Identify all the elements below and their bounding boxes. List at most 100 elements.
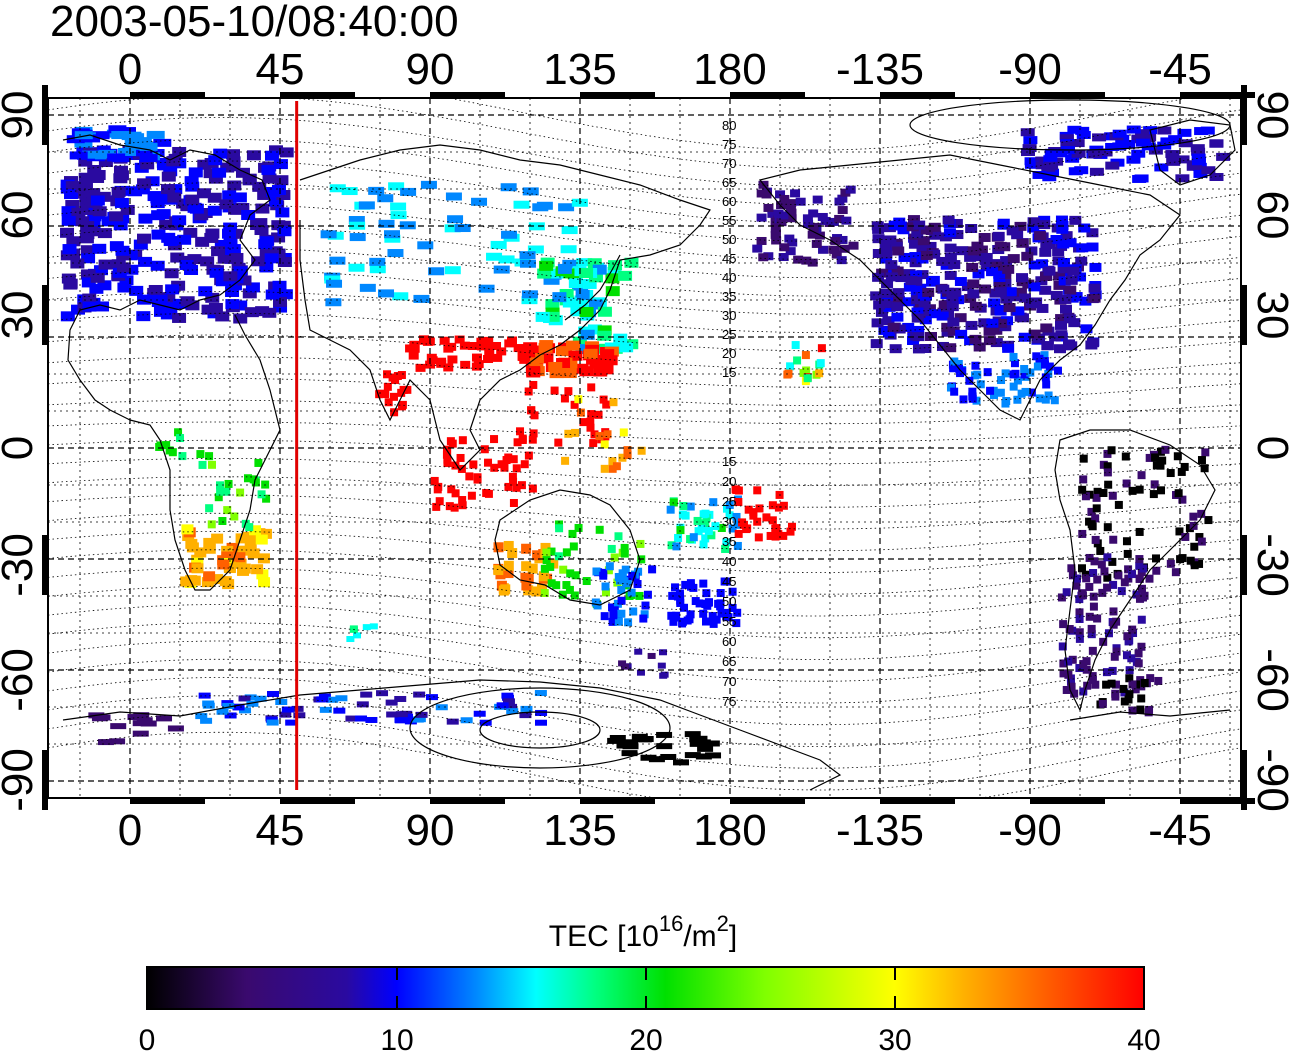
tec-cell [1010, 359, 1019, 368]
tec-cell [471, 197, 488, 206]
bottom-lon-tick: -45 [1148, 806, 1212, 855]
tec-cell [1088, 283, 1101, 293]
tec-cell [992, 231, 1005, 241]
tec-cell [562, 581, 571, 590]
tec-cell [950, 357, 959, 366]
tec-cell [1068, 655, 1077, 664]
tec-cell [242, 288, 257, 299]
tec-cell [689, 533, 698, 542]
axis-scale-bar [580, 92, 655, 98]
tec-cell [564, 429, 573, 438]
tec-cell [1089, 602, 1098, 611]
axis-scale-bar [1180, 92, 1255, 98]
tec-cell [1004, 287, 1017, 297]
tec-cell [229, 252, 244, 263]
tec-cell [943, 228, 956, 238]
tec-cell [1006, 226, 1019, 236]
contour-line [48, 225, 1241, 279]
tec-cell [421, 336, 432, 345]
tec-cell [1028, 282, 1041, 292]
axis-scale-bar [730, 92, 805, 98]
tec-cell [435, 704, 448, 711]
tec-cell [259, 528, 272, 539]
tec-cell [870, 339, 883, 349]
tec-cell [215, 311, 230, 322]
tec-cell [967, 246, 980, 256]
tec-cell [1191, 147, 1206, 156]
tec-cell [151, 229, 166, 240]
tec-cell [200, 717, 213, 724]
tec-cell [138, 256, 153, 267]
tec-cell [242, 531, 255, 542]
tec-cell [839, 244, 850, 253]
tec-cell [205, 504, 214, 513]
tec-cell [616, 742, 633, 749]
tec-cell [227, 180, 242, 191]
tec-cell [107, 153, 126, 162]
tec-cell [261, 164, 276, 175]
tec-cell [245, 282, 260, 293]
tec-cell [983, 326, 996, 336]
tec-cell [279, 711, 292, 718]
tec-cell [1135, 574, 1144, 583]
tec-cell [647, 652, 656, 659]
tec-cell [566, 569, 575, 578]
tec-cell [929, 230, 942, 240]
tec-cell [1092, 493, 1101, 502]
tec-cell [1128, 706, 1137, 715]
tec-cell [527, 563, 538, 574]
tec-cell [1059, 134, 1074, 143]
tec-cell [542, 548, 551, 557]
tec-cell [60, 311, 75, 322]
tec-cell [383, 370, 392, 379]
tec-cell [91, 170, 106, 181]
tec-cell [519, 712, 532, 719]
tec-cell [702, 589, 711, 598]
tec-cell [1157, 126, 1172, 135]
tec-cell [460, 360, 471, 369]
tec-cell [1168, 135, 1183, 144]
tec-cell [1132, 174, 1147, 183]
tec-cell [928, 222, 941, 232]
tec-cell [531, 586, 542, 597]
contour-line [48, 138, 1241, 206]
tec-cell [1093, 575, 1102, 584]
tec-cell [513, 200, 530, 209]
tec-cell [701, 617, 710, 626]
tec-cell [561, 456, 570, 465]
tec-cell [1017, 389, 1026, 398]
tec-cell [1136, 676, 1145, 685]
tec-cell [94, 714, 111, 721]
tec-cell [254, 225, 269, 236]
tec-cell [1127, 654, 1136, 663]
tec-cell [215, 276, 230, 287]
tec-cell [172, 215, 187, 226]
tec-cell [714, 599, 723, 608]
tec-cell [117, 282, 132, 293]
tec-cell [568, 350, 583, 361]
tec-cell [208, 173, 223, 184]
tec-cell [873, 300, 886, 310]
tec-cell [763, 203, 774, 212]
tec-cell [1079, 687, 1088, 696]
tec-cell [628, 572, 637, 581]
tec-cell [1152, 461, 1161, 470]
tec-cell [87, 164, 102, 175]
tec-cell [609, 611, 618, 620]
tec-cell [233, 300, 248, 311]
tec-cell [1016, 273, 1029, 283]
tec-cell [388, 373, 397, 382]
tec-cell [778, 211, 789, 220]
tec-cell [1103, 468, 1112, 477]
tec-cell [80, 245, 95, 256]
tec-cell [115, 245, 130, 256]
tec-cell [1122, 537, 1131, 546]
tec-cell [1089, 262, 1102, 272]
tec-cell [197, 159, 212, 170]
tec-cell [547, 579, 556, 588]
tec-cell [973, 370, 982, 379]
axis-scale-bar [430, 92, 505, 98]
tec-cell [447, 485, 456, 494]
tec-cell [618, 660, 627, 667]
tec-cell [599, 571, 608, 580]
